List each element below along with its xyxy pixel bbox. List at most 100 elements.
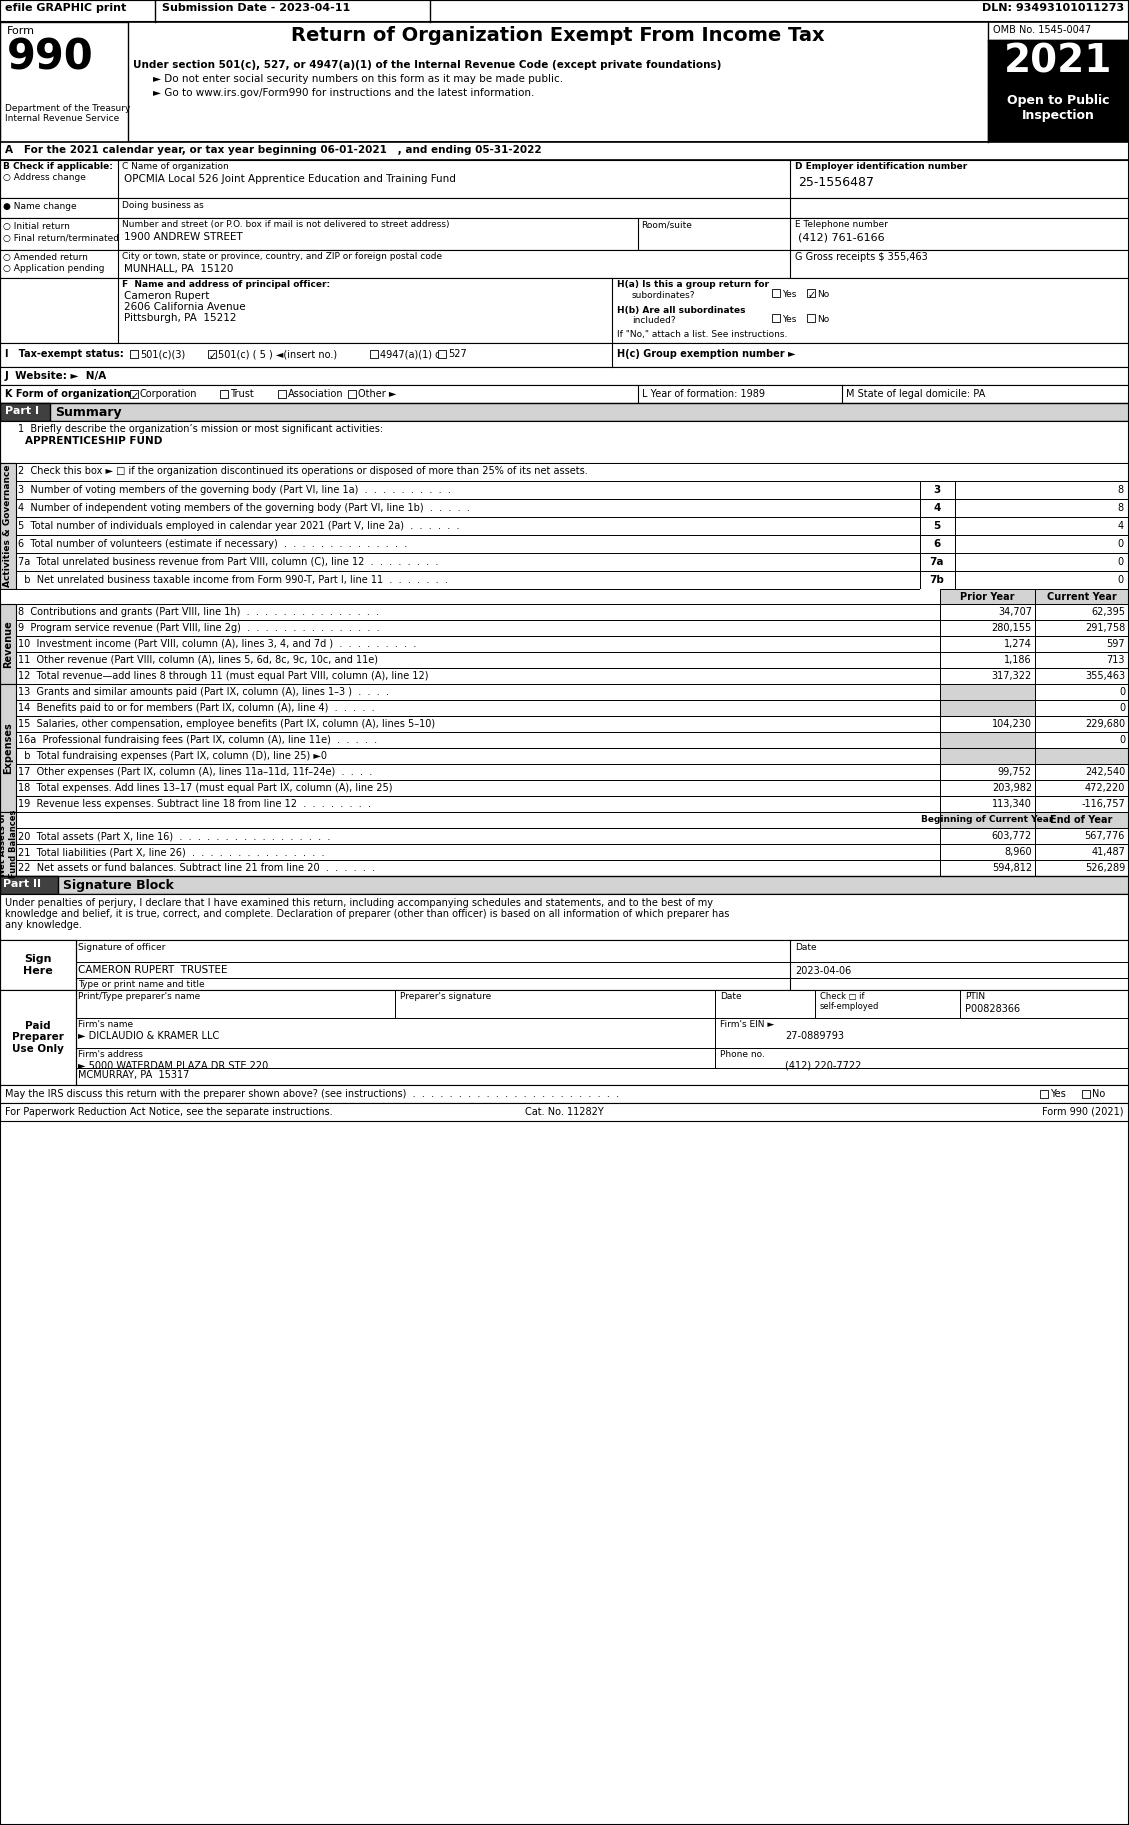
Bar	[0, 860, 1129, 876]
Text: Firm's address: Firm's address	[78, 1049, 143, 1058]
Text: End of Year: End of Year	[1050, 816, 1113, 825]
Text: 5: 5	[934, 520, 940, 531]
Bar	[940, 715, 1035, 732]
Text: 11  Other revenue (Part VIII, column (A), lines 5, 6d, 8c, 9c, 10c, and 11e): 11 Other revenue (Part VIII, column (A),…	[18, 655, 378, 664]
Text: 4  Number of independent voting members of the governing body (Part VI, line 1b): 4 Number of independent voting members o…	[18, 504, 470, 513]
Bar	[1082, 1090, 1089, 1099]
Text: 15  Salaries, other compensation, employee benefits (Part IX, column (A), lines : 15 Salaries, other compensation, employe…	[18, 719, 435, 728]
Text: City or town, state or province, country, and ZIP or foreign postal code: City or town, state or province, country…	[122, 252, 443, 261]
Text: Form: Form	[7, 26, 35, 36]
Bar	[1035, 652, 1128, 668]
Text: 34,707: 34,707	[998, 608, 1032, 617]
Bar	[940, 620, 1035, 635]
Text: Department of the Treasury: Department of the Treasury	[5, 104, 130, 113]
Bar	[0, 1102, 1129, 1121]
Text: 7b: 7b	[929, 575, 945, 586]
Text: 990: 990	[7, 36, 94, 78]
Text: A   For the 2021 calendar year, or tax year beginning 06-01-2021   , and ending : A For the 2021 calendar year, or tax yea…	[5, 144, 542, 155]
Text: 10  Investment income (Part VIII, column (A), lines 3, 4, and 7d )  .  .  .  .  : 10 Investment income (Part VIII, column …	[18, 639, 417, 650]
Text: ✓: ✓	[131, 391, 139, 402]
Bar	[0, 571, 1129, 589]
Text: Other ►: Other ►	[358, 389, 396, 400]
Text: 113,340: 113,340	[992, 799, 1032, 808]
Text: 2  Check this box ► □ if the organization discontinued its operations or dispose: 2 Check this box ► □ if the organization…	[18, 465, 588, 476]
Text: b  Total fundraising expenses (Part IX, column (D), line 25) ►0: b Total fundraising expenses (Part IX, c…	[18, 752, 327, 761]
Text: 0: 0	[1119, 703, 1124, 714]
Text: ○ Amended return: ○ Amended return	[3, 254, 88, 263]
Bar	[438, 350, 446, 358]
Text: Signature of officer: Signature of officer	[78, 944, 165, 953]
Text: 19  Revenue less expenses. Subtract line 18 from line 12  .  .  .  .  .  .  .  .: 19 Revenue less expenses. Subtract line …	[18, 799, 371, 808]
Text: 1,186: 1,186	[1005, 655, 1032, 664]
Text: Net Assets or
Fund Balances: Net Assets or Fund Balances	[0, 810, 18, 878]
Bar	[1035, 620, 1128, 635]
Text: subordinates?: subordinates?	[632, 290, 695, 299]
Text: 203,982: 203,982	[992, 783, 1032, 794]
Text: 0: 0	[1118, 575, 1124, 586]
Text: 5  Total number of individuals employed in calendar year 2021 (Part V, line 2a) : 5 Total number of individuals employed i…	[18, 520, 460, 531]
Text: L Year of formation: 1989: L Year of formation: 1989	[642, 389, 765, 400]
Bar	[0, 812, 1129, 829]
Text: CAMERON RUPERT  TRUSTEE: CAMERON RUPERT TRUSTEE	[78, 965, 228, 975]
Text: 8: 8	[1118, 504, 1124, 513]
Bar	[0, 589, 1129, 604]
Bar	[1035, 589, 1128, 604]
Text: P00828366: P00828366	[965, 1004, 1021, 1015]
Text: 567,776: 567,776	[1085, 830, 1124, 841]
Text: Prior Year: Prior Year	[961, 591, 1015, 602]
Bar	[0, 277, 1129, 343]
Bar	[988, 91, 1129, 142]
Text: No: No	[817, 316, 829, 325]
Text: Part II: Part II	[3, 880, 41, 889]
Text: Yes: Yes	[782, 316, 796, 325]
Bar	[940, 701, 1035, 715]
Text: (412) 761-6166: (412) 761-6166	[798, 232, 885, 243]
Text: APPRENTICESHIP FUND: APPRENTICESHIP FUND	[25, 436, 163, 445]
Bar	[130, 350, 138, 358]
Bar	[0, 385, 1129, 403]
Text: ✓: ✓	[209, 350, 217, 361]
Text: 41,487: 41,487	[1091, 847, 1124, 858]
Text: 472,220: 472,220	[1085, 783, 1124, 794]
Text: H(a) Is this a group return for: H(a) Is this a group return for	[618, 279, 769, 288]
Text: Cat. No. 11282Y: Cat. No. 11282Y	[525, 1108, 604, 1117]
Text: Room/suite: Room/suite	[641, 221, 692, 228]
Text: ► 5000 WATERDAM PLAZA DR STE 220: ► 5000 WATERDAM PLAZA DR STE 220	[78, 1060, 269, 1071]
Bar	[0, 779, 1129, 796]
Text: Print/Type preparer's name: Print/Type preparer's name	[78, 993, 200, 1000]
Text: 713: 713	[1106, 655, 1124, 664]
Bar	[1035, 796, 1128, 812]
Text: ► DICLAUDIO & KRAMER LLC: ► DICLAUDIO & KRAMER LLC	[78, 1031, 219, 1040]
Bar	[940, 635, 1035, 652]
Text: D Employer identification number: D Employer identification number	[795, 162, 968, 172]
Bar	[0, 217, 1129, 250]
Text: 6: 6	[934, 538, 940, 549]
Text: F  Name and address of principal officer:: F Name and address of principal officer:	[122, 279, 330, 288]
Bar	[940, 796, 1035, 812]
Text: Return of Organization Exempt From Income Tax: Return of Organization Exempt From Incom…	[291, 26, 825, 46]
Bar	[772, 288, 780, 297]
Bar	[955, 516, 1129, 535]
Bar	[0, 765, 1129, 779]
Bar	[1035, 701, 1128, 715]
Bar	[1035, 668, 1128, 684]
Text: B Check if applicable:: B Check if applicable:	[3, 162, 113, 172]
Text: Doing business as: Doing business as	[122, 201, 203, 210]
Bar	[940, 748, 1035, 765]
Bar	[0, 516, 1129, 535]
Text: M State of legal domicile: PA: M State of legal domicile: PA	[846, 389, 986, 400]
Bar	[940, 812, 1035, 829]
Bar	[278, 391, 286, 398]
Text: 25-1556487: 25-1556487	[798, 175, 874, 190]
Text: ✓: ✓	[808, 290, 816, 299]
Text: Internal Revenue Service: Internal Revenue Service	[5, 113, 120, 122]
Bar	[0, 604, 16, 684]
Text: If "No," attach a list. See instructions.: If "No," attach a list. See instructions…	[618, 330, 787, 339]
Bar	[955, 571, 1129, 589]
Text: 355,463: 355,463	[1085, 672, 1124, 681]
Bar	[0, 464, 16, 589]
Text: 18  Total expenses. Add lines 13–17 (must equal Part IX, column (A), line 25): 18 Total expenses. Add lines 13–17 (must…	[18, 783, 393, 794]
Bar	[807, 314, 815, 321]
Text: ● Name change: ● Name change	[3, 203, 77, 212]
Bar	[0, 0, 1129, 22]
